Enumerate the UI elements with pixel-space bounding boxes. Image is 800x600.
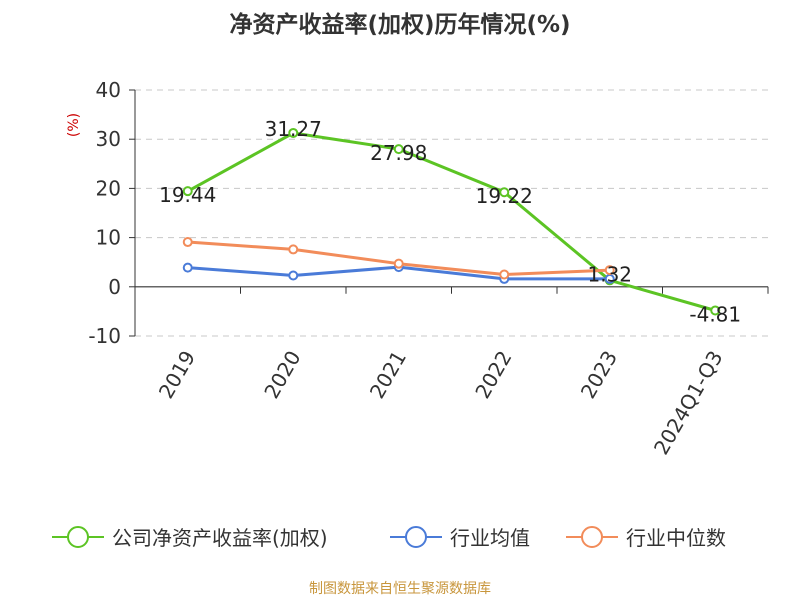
x-tick-label: 2021 [365,347,411,403]
data-label: 19.22 [476,184,533,208]
y-tick-label: -10 [88,324,121,348]
chart-title: 净资产收益率(加权)历年情况(%) [229,11,570,38]
data-point [710,305,721,316]
data-labels: 19.44 31.27 27.98 19.22 1.32 -4.81 [159,117,741,327]
series-layer [182,127,721,316]
data-point [604,265,615,276]
data-point [288,270,299,281]
x-tick-label: 2023 [576,347,622,403]
data-point [393,144,404,155]
y-tick-label: 20 [96,176,121,200]
data-point [499,187,510,198]
legend-marker-0 [67,526,89,548]
data-label: -4.81 [689,302,741,326]
data-point [182,186,193,197]
x-tick-label: 2024Q1-Q3 [649,347,728,459]
data-label: 19.44 [159,183,216,207]
x-tick-label: 2020 [259,347,305,403]
data-point [288,127,299,138]
data-label: 27.98 [370,141,427,165]
data-point [288,244,299,255]
legend-label-2: 行业中位数 [626,526,726,550]
y-tick-label: 0 [108,275,121,299]
legend-marker-1 [405,526,427,548]
legend: 公司净资产收益率(加权) 行业均值 行业中位数 [52,526,726,550]
legend-label-1: 行业均值 [450,526,530,550]
data-point [499,269,510,280]
x-tick-label: 2022 [470,347,516,403]
data-point [393,258,404,269]
source-note: 制图数据来自恒生聚源数据库 [309,581,491,597]
y-tick-label: 40 [96,78,121,102]
data-point [182,237,193,248]
data-point [182,262,193,273]
x-tick-label: 2019 [154,347,200,403]
data-label: 1.32 [587,262,632,286]
y-unit-label: (%) [66,113,82,137]
legend-marker-2 [581,526,603,548]
data-label: 31.27 [265,117,322,141]
y-tick-label: 30 [96,127,121,151]
legend-label-0: 公司净资产收益率(加权) [112,526,328,550]
y-tick-label: 10 [96,226,121,250]
series-line-0 [187,131,716,312]
